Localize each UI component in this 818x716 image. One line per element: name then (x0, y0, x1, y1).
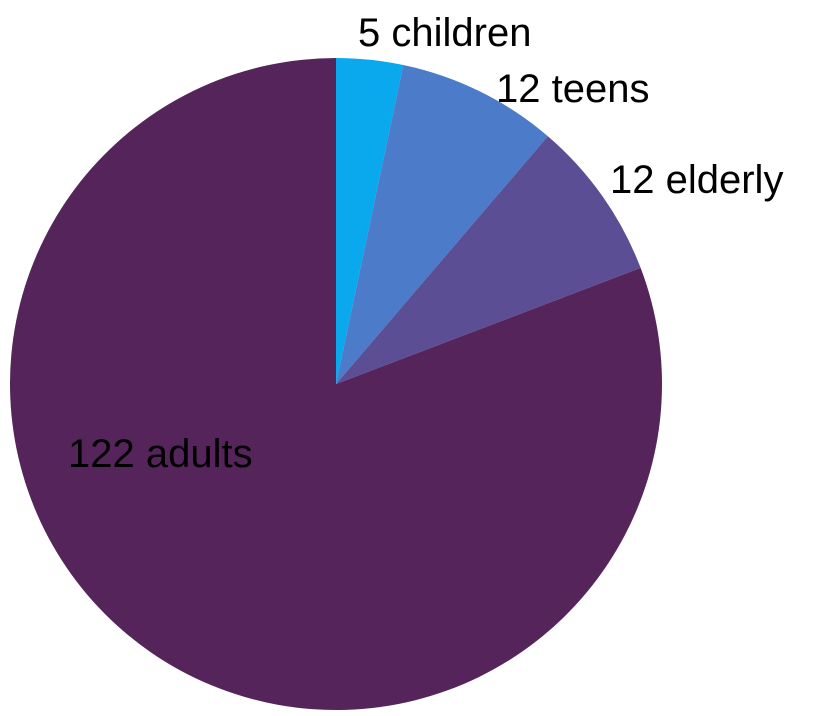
pie-slice-children (336, 58, 404, 384)
slice-label-elderly: 12 elderly (610, 158, 783, 202)
pie-slices (10, 58, 663, 711)
pie-slice-elderly (336, 136, 641, 384)
slice-label-children: 5 children (358, 11, 531, 55)
slice-label-teens: 12 teens (496, 67, 649, 111)
pie-slice-adults (10, 58, 663, 711)
slice-label-adults: 122 adults (68, 432, 253, 476)
pie-labels: 5 children 12 teens 12 elderly 122 adult… (68, 11, 783, 476)
pie-slice-teens (336, 65, 548, 384)
